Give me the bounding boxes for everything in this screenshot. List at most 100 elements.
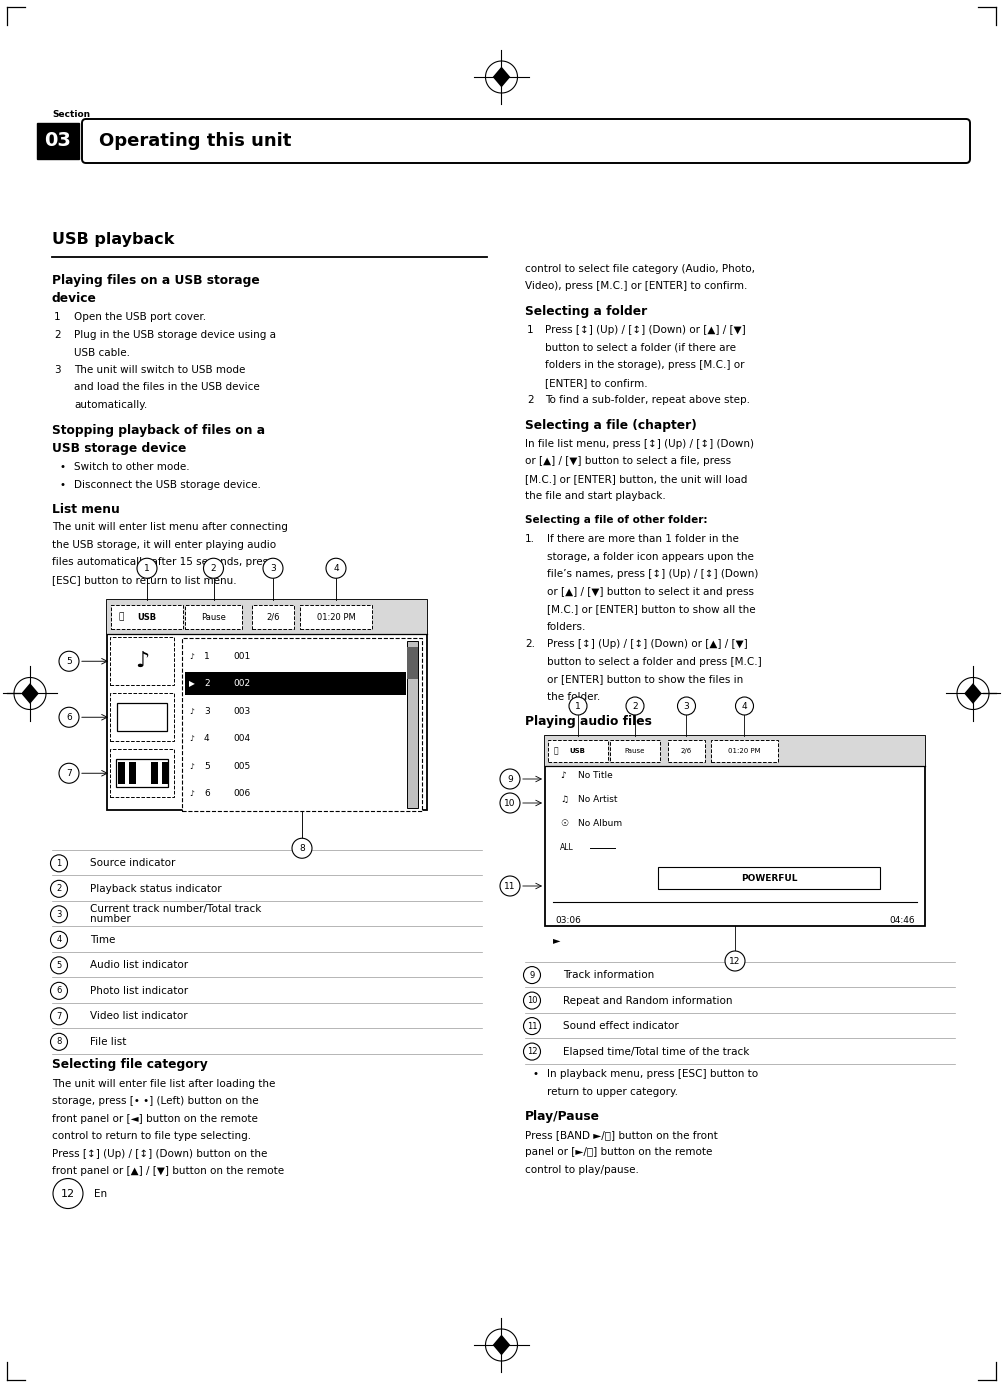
Circle shape xyxy=(50,982,67,999)
Text: Source indicator: Source indicator xyxy=(90,859,175,868)
Text: storage, a folder icon appears upon the: storage, a folder icon appears upon the xyxy=(546,552,754,562)
Text: 04:46: 04:46 xyxy=(889,915,914,925)
Text: •: • xyxy=(531,1069,537,1079)
Text: 1: 1 xyxy=(144,563,149,573)
Text: [ESC] button to return to list menu.: [ESC] button to return to list menu. xyxy=(52,574,236,585)
Text: No Artist: No Artist xyxy=(577,795,617,804)
Text: USB: USB xyxy=(137,613,156,621)
Text: 12: 12 xyxy=(728,957,739,965)
Text: 12: 12 xyxy=(61,1189,75,1198)
FancyBboxPatch shape xyxy=(547,741,607,761)
Bar xyxy=(118,763,125,784)
Circle shape xyxy=(326,558,346,578)
Text: The unit will switch to USB mode: The unit will switch to USB mode xyxy=(74,365,245,374)
Circle shape xyxy=(50,931,67,949)
Text: USB playback: USB playback xyxy=(52,232,174,247)
Text: 12: 12 xyxy=(526,1047,537,1056)
Circle shape xyxy=(500,768,519,789)
Text: USB: USB xyxy=(568,748,584,755)
Text: ♫: ♫ xyxy=(559,795,567,804)
Text: •: • xyxy=(59,480,65,490)
Text: 1: 1 xyxy=(56,859,61,868)
Polygon shape xyxy=(492,67,510,87)
Circle shape xyxy=(203,558,223,578)
Text: ♪: ♪ xyxy=(134,652,149,671)
Text: Elapsed time/Total time of the track: Elapsed time/Total time of the track xyxy=(562,1047,748,1057)
Text: [M.C.] or [ENTER] button, the unit will load: [M.C.] or [ENTER] button, the unit will … xyxy=(524,474,746,484)
Text: 5: 5 xyxy=(56,961,61,970)
Text: 4: 4 xyxy=(56,935,61,945)
Text: front panel or [▲] / [▼] button on the remote: front panel or [▲] / [▼] button on the r… xyxy=(52,1166,284,1176)
Text: Open the USB port cover.: Open the USB port cover. xyxy=(74,312,206,323)
Text: Playback status indicator: Playback status indicator xyxy=(90,884,221,893)
Text: ⎙: ⎙ xyxy=(553,746,558,756)
Bar xyxy=(544,736,924,927)
Text: storage, press [• •] (Left) button on the: storage, press [• •] (Left) button on th… xyxy=(52,1096,259,1105)
Text: control to select file category (Audio, Photo,: control to select file category (Audio, … xyxy=(524,264,755,275)
Text: Playing files on a USB storage: Playing files on a USB storage xyxy=(52,275,260,287)
FancyBboxPatch shape xyxy=(110,637,173,685)
Text: Video list indicator: Video list indicator xyxy=(90,1011,187,1021)
Circle shape xyxy=(50,1033,67,1050)
Text: 03: 03 xyxy=(44,132,71,151)
Text: 1: 1 xyxy=(526,325,533,336)
Text: button to select a folder and press [M.C.]: button to select a folder and press [M.C… xyxy=(546,656,761,667)
FancyBboxPatch shape xyxy=(300,605,372,630)
Circle shape xyxy=(523,1018,540,1035)
Text: Disconnect the USB storage device.: Disconnect the USB storage device. xyxy=(74,480,261,490)
Text: return to upper category.: return to upper category. xyxy=(546,1087,677,1097)
Text: 7: 7 xyxy=(56,1013,62,1021)
Text: 001: 001 xyxy=(232,652,250,660)
Text: Press [BAND ►/⏸] button on the front: Press [BAND ►/⏸] button on the front xyxy=(524,1130,717,1140)
Text: ☉: ☉ xyxy=(559,818,567,828)
Text: Selecting a file of other folder:: Selecting a file of other folder: xyxy=(524,515,706,524)
Text: Switch to other mode.: Switch to other mode. xyxy=(74,462,189,472)
Text: 3: 3 xyxy=(54,365,60,374)
Text: Press [↕] (Up) / [↕] (Down) or [▲] / [▼]: Press [↕] (Up) / [↕] (Down) or [▲] / [▼] xyxy=(544,325,745,336)
Text: and load the files in the USB device: and load the files in the USB device xyxy=(74,383,260,393)
Text: number: number xyxy=(90,914,130,924)
Text: Plug in the USB storage device using a: Plug in the USB storage device using a xyxy=(74,330,276,340)
Text: 2.: 2. xyxy=(524,639,534,649)
Text: the USB storage, it will enter playing audio: the USB storage, it will enter playing a… xyxy=(52,540,276,549)
Text: 6: 6 xyxy=(66,713,72,721)
Text: 7: 7 xyxy=(66,768,72,778)
Text: 1: 1 xyxy=(54,312,60,323)
Circle shape xyxy=(500,877,519,896)
Text: ALL: ALL xyxy=(559,843,573,852)
Bar xyxy=(107,601,427,634)
FancyBboxPatch shape xyxy=(609,741,659,761)
Text: •: • xyxy=(59,462,65,472)
Bar xyxy=(162,763,168,784)
Text: 2: 2 xyxy=(210,563,216,573)
Text: 004: 004 xyxy=(232,734,249,743)
Text: 003: 003 xyxy=(232,706,250,716)
Text: 9: 9 xyxy=(529,971,534,979)
Circle shape xyxy=(625,698,643,716)
Text: [ENTER] to confirm.: [ENTER] to confirm. xyxy=(544,377,647,387)
Bar xyxy=(407,641,418,809)
Bar xyxy=(151,763,158,784)
Text: POWERFUL: POWERFUL xyxy=(740,874,797,882)
Text: Track information: Track information xyxy=(562,970,653,981)
Circle shape xyxy=(59,707,79,727)
Circle shape xyxy=(50,881,67,897)
Text: 10: 10 xyxy=(504,799,515,807)
Text: Repeat and Random information: Repeat and Random information xyxy=(562,996,731,1006)
Circle shape xyxy=(59,652,79,671)
Text: ►: ► xyxy=(552,935,560,945)
Text: ▶: ▶ xyxy=(188,680,194,688)
FancyBboxPatch shape xyxy=(111,605,182,630)
Text: ♪: ♪ xyxy=(559,771,565,779)
Text: Selecting a file (chapter): Selecting a file (chapter) xyxy=(524,419,696,431)
Text: 6: 6 xyxy=(56,986,62,996)
Text: ⎙: ⎙ xyxy=(118,613,123,621)
Text: Selecting file category: Selecting file category xyxy=(52,1058,207,1071)
Text: front panel or [◄] button on the remote: front panel or [◄] button on the remote xyxy=(52,1114,258,1123)
Text: 1.: 1. xyxy=(524,534,534,544)
Bar xyxy=(116,759,167,788)
Text: 3: 3 xyxy=(270,563,276,573)
Text: Operating this unit: Operating this unit xyxy=(99,132,292,150)
Text: folders.: folders. xyxy=(546,621,586,631)
Text: Selecting a folder: Selecting a folder xyxy=(524,305,646,318)
